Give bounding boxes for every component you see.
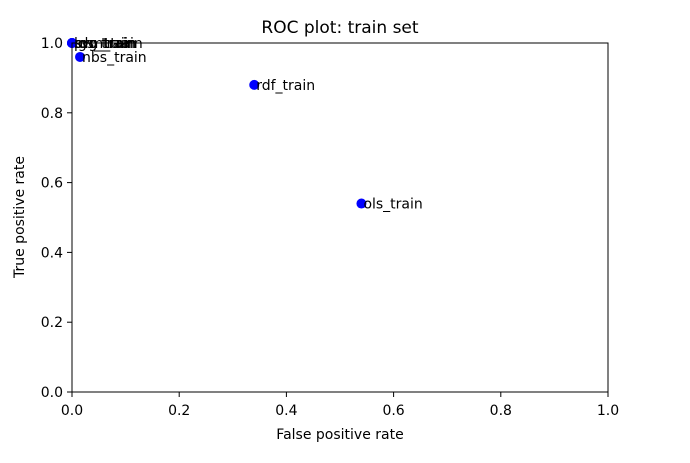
ticks-layer: 0.0 0.2 0.4 0.6 0.8 1.0 0.0 0.2 0.4 0.6 0.8 1.0 — [41, 36, 619, 419]
x-tick-label: 0.0 — [61, 403, 83, 419]
chart-title: ROC plot: train set — [261, 18, 418, 38]
x-tick-label: 0.4 — [275, 403, 297, 419]
y-tick-label: 0.6 — [41, 176, 63, 192]
y-tick-label: 0.2 — [41, 315, 63, 331]
data-point-label: lgs_train — [74, 36, 134, 52]
data-point-label: ols_train — [363, 197, 422, 213]
x-axis-label: False positive rate — [276, 427, 403, 443]
y-tick-label: 0.4 — [41, 245, 63, 261]
y-tick-label: 0.0 — [41, 385, 63, 401]
y-tick-label: 0.8 — [41, 106, 63, 122]
data-point — [249, 79, 260, 90]
x-tick-label: 1.0 — [597, 403, 619, 419]
plot-frame — [71, 42, 609, 393]
data-point — [75, 51, 86, 62]
y-tick-label: 1.0 — [41, 36, 63, 52]
data-point-label: rdf_train — [256, 78, 315, 94]
data-point-label: prc_train — [74, 36, 136, 52]
data-point-label: svm_train — [74, 36, 143, 52]
points-layer: ols_train rdf_train nbs_trainlgs_trainsvm_… — [67, 36, 423, 213]
x-tick-label: 0.8 — [490, 403, 512, 419]
data-point-label: rdg_train — [74, 36, 137, 52]
data-point-label: nbs_train — [82, 50, 147, 66]
data-point — [356, 198, 367, 209]
x-tick-label: 0.2 — [168, 403, 190, 419]
x-tick-label: 0.6 — [382, 403, 404, 419]
y-axis-label: True positive rate — [12, 156, 28, 279]
